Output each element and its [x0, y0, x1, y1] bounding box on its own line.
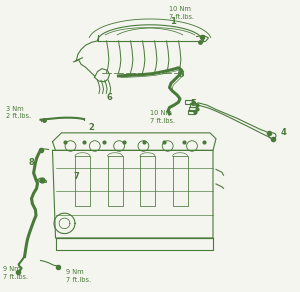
Text: 3: 3: [178, 70, 184, 79]
Bar: [190, 103, 197, 107]
Text: 9 Nm
7 ft.lbs.: 9 Nm 7 ft.lbs.: [3, 266, 28, 280]
Text: 4: 4: [280, 128, 286, 137]
Text: 3 Nm
2 ft.lbs.: 3 Nm 2 ft.lbs.: [6, 106, 31, 119]
Text: 10 Nm
7 ft.lbs.: 10 Nm 7 ft.lbs.: [150, 110, 175, 124]
Text: 6: 6: [106, 93, 112, 102]
Text: 8: 8: [28, 158, 34, 166]
Text: 1: 1: [169, 18, 175, 26]
Text: 7: 7: [74, 172, 80, 181]
Text: 5: 5: [190, 99, 196, 108]
Bar: [189, 107, 196, 111]
Text: 9 Nm
7 ft.lbs.: 9 Nm 7 ft.lbs.: [66, 269, 91, 283]
Text: 10 Nm
7 ft.lbs.: 10 Nm 7 ft.lbs.: [169, 6, 195, 20]
Bar: [185, 100, 193, 104]
Text: 2: 2: [88, 123, 94, 131]
Bar: [188, 110, 195, 114]
